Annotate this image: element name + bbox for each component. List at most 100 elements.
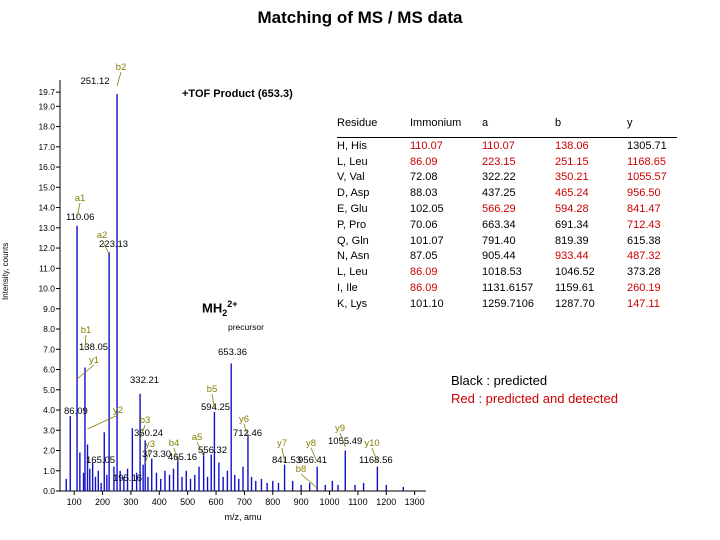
residue-cell: E, Glu: [337, 203, 368, 216]
immonium-cell: 102.05: [410, 203, 444, 216]
tof-product-label: +TOF Product (653.3): [182, 88, 293, 100]
y-cell: 487.32: [627, 250, 661, 263]
header-b: b: [555, 117, 627, 138]
y-tick-label: 16.0: [38, 162, 55, 172]
header-immonium: Immonium: [410, 117, 482, 138]
b-cell: 251.15: [555, 155, 589, 168]
y-tick-label: 14.0: [38, 203, 55, 213]
y-cell: 841.47: [627, 203, 661, 216]
residue-cell: K, Lys: [337, 297, 368, 310]
b-cell: 138.06: [555, 139, 589, 152]
a-cell: 223.15: [482, 155, 516, 168]
table-row: I, Ile 86.09 1131.6157 1159.61 260.19: [337, 280, 677, 296]
b-cell: 933.44: [555, 250, 589, 263]
ion-leader-line: [76, 364, 95, 380]
mz-annotation: 653.36: [218, 347, 247, 358]
a-cell: 1131.6157: [482, 282, 534, 295]
legend: Black : predicted Red : predicted and de…: [451, 372, 618, 408]
a-cell: 110.07: [482, 139, 515, 152]
ion-leader-line: [144, 448, 151, 464]
ion-leader-line: [339, 432, 346, 448]
ion-leader-line: [196, 441, 205, 457]
table-header-row: Residue Immonium a b y: [337, 117, 677, 138]
y-tick-label: 10.0: [38, 284, 55, 294]
x-tick-label: 500: [180, 497, 195, 507]
y-tick-label: 7.0: [43, 344, 55, 354]
residue-cell: Q, Gln: [337, 234, 369, 247]
y-tick-label: 0.0: [43, 486, 55, 496]
mz-annotation: 465.16: [168, 452, 197, 463]
x-tick-label: 1100: [348, 497, 367, 507]
ion-leader-line: [211, 393, 215, 409]
y-cell: 956.50: [627, 187, 661, 200]
x-tick-label: 1000: [320, 497, 340, 507]
y-cell: 373.28: [627, 266, 661, 279]
legend-detected: Red : predicted and detected: [451, 391, 618, 406]
x-tick-label: 100: [67, 497, 82, 507]
ion-leader-line: [84, 334, 87, 350]
ion-label: b5: [207, 384, 218, 395]
residue-cell: L, Leu: [337, 266, 368, 279]
ion-leader-line: [300, 473, 318, 489]
y-tick-label: 11.0: [39, 263, 55, 273]
residue-cell: L, Leu: [337, 155, 368, 168]
table-row: L, Leu 86.09 1018.53 1046.52 373.28: [337, 264, 677, 280]
precursor-sup: 2+: [227, 299, 238, 309]
immonium-cell: 87.05: [410, 250, 438, 263]
y-tick-label: 6.0: [43, 365, 55, 375]
a-cell: 322.22: [482, 171, 516, 184]
ion-label: a1: [75, 193, 86, 204]
immonium-cell: 101.10: [410, 297, 444, 310]
precursor-main: MH: [202, 300, 223, 316]
ion-label: y9: [335, 423, 345, 434]
a-cell: 663.34: [482, 218, 516, 231]
b-cell: 691.34: [555, 218, 589, 231]
ion-leader-line: [310, 447, 318, 463]
y-tick-label: 15.0: [38, 182, 55, 192]
y-tick-label: 19.7: [38, 87, 55, 97]
ion-label: y1: [89, 355, 99, 366]
b-cell: 350.21: [555, 171, 589, 184]
header-a: a: [482, 117, 555, 138]
y-tick-label: 18.0: [38, 122, 55, 132]
immonium-cell: 101.07: [410, 234, 444, 247]
table-row: D, Asp 88.03 437.25 465.24 956.50: [337, 185, 677, 201]
a-cell: 1259.7106: [482, 297, 534, 310]
y-tick-label: 3.0: [43, 425, 55, 435]
ion-leader-line: [101, 239, 110, 255]
ion-leader-line: [116, 71, 122, 87]
mz-annotation: 251.12: [80, 76, 109, 87]
slide-title: Matching of MS / MS data: [257, 8, 463, 27]
y-cell: 260.19: [627, 282, 661, 295]
table-row: H, His 110.07 110.07 138.06 1305.71: [337, 138, 677, 154]
x-axis-title: m/z, amu: [224, 512, 261, 522]
precursor-label: precursor: [228, 322, 264, 332]
mz-annotation: 165.05: [86, 455, 115, 466]
immonium-cell: 86.09: [410, 155, 438, 168]
residue-cell: D, Asp: [337, 187, 370, 200]
ion-label: b2: [116, 62, 127, 73]
y-tick-label: 5.0: [43, 385, 55, 395]
y-tick-label: 1.0: [43, 466, 55, 476]
ion-label: b8: [296, 464, 307, 475]
immonium-cell: 86.09: [410, 266, 438, 279]
mz-annotation: 373.30: [142, 449, 171, 460]
ion-label: y3: [145, 439, 155, 450]
b-cell: 465.24: [555, 187, 589, 200]
immonium-cell: 88.03: [410, 187, 438, 200]
a-cell: 905.44: [482, 250, 516, 263]
mz-annotation: 86.09: [64, 406, 88, 417]
mz-annotation: 223.13: [99, 239, 128, 250]
residue-cell: V, Val: [337, 171, 365, 184]
a-cell: 791.40: [482, 234, 516, 247]
fragment-table: Residue Immonium a b y H, His 110.07 110.0…: [337, 117, 677, 312]
ion-label: y8: [306, 438, 316, 449]
y-cell: 1168.65: [627, 155, 666, 168]
mz-annotation: 712.46: [233, 428, 262, 439]
ion-label: b3: [140, 415, 151, 426]
ion-label: y10: [364, 438, 379, 449]
mz-annotation: 1168.56: [359, 455, 393, 466]
ion-label: y2: [113, 405, 123, 416]
